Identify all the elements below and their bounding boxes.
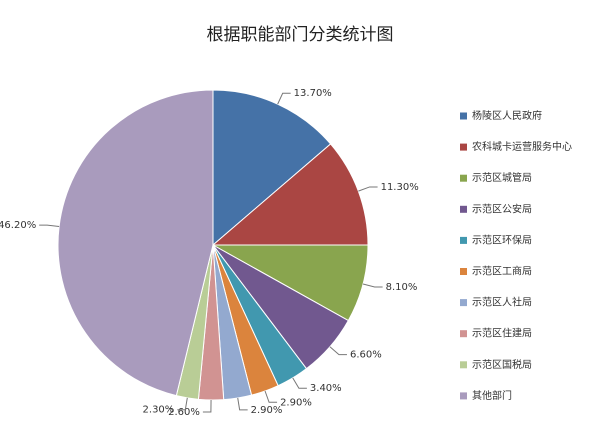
- leader-line: [292, 377, 307, 389]
- data-label: 8.10%: [386, 282, 418, 293]
- legend-label: 农科城卡运营服务中心: [472, 140, 572, 153]
- data-label: 3.40%: [310, 383, 342, 394]
- data-label: 2.90%: [251, 405, 283, 416]
- leader-line: [39, 224, 60, 228]
- chart-title: 根据职能部门分类统计图: [207, 25, 394, 45]
- data-label: 2.30%: [143, 405, 175, 416]
- data-label: 6.60%: [350, 350, 382, 361]
- legend-label: 示范区国税局: [472, 358, 532, 371]
- legend-swatch: [460, 299, 467, 307]
- data-label: 46.20%: [0, 220, 36, 231]
- legend-label: 示范区城管局: [472, 171, 532, 184]
- data-label: 13.70%: [294, 88, 332, 99]
- legend-label: 示范区工商局: [472, 265, 532, 278]
- data-label: 2.60%: [168, 407, 200, 418]
- leader-line: [358, 186, 378, 192]
- legend-label: 示范区公安局: [472, 202, 532, 215]
- leader-line: [264, 390, 278, 403]
- legend-swatch: [460, 392, 467, 400]
- pie-slice: [211, 143, 369, 246]
- data-label: 11.30%: [381, 182, 419, 193]
- legend-swatch: [460, 174, 467, 182]
- legend-label: 其他部门: [472, 389, 512, 402]
- legend-label: 示范区住建局: [472, 327, 532, 340]
- legend-swatch: [460, 268, 467, 275]
- legend-swatch: [460, 236, 467, 244]
- data-label: 2.90%: [280, 397, 312, 408]
- legend-swatch: [460, 361, 467, 369]
- pie-slice: [212, 89, 332, 247]
- legend-swatch: [460, 205, 467, 213]
- leader-line: [202, 399, 212, 413]
- leader-line: [329, 346, 347, 356]
- legend-label: 示范区人社局: [472, 296, 532, 309]
- leader-line: [237, 397, 248, 411]
- legend-swatch: [460, 112, 467, 120]
- leader-line: [362, 283, 383, 288]
- leader-line: [277, 92, 291, 105]
- legend-label: 杨陵区人民政府: [472, 109, 542, 122]
- legend-label: 示范区环保局: [472, 233, 532, 246]
- pie-slice: [57, 89, 214, 397]
- legend-swatch: [460, 330, 467, 338]
- leader-line: [177, 397, 188, 411]
- legend-swatch: [460, 143, 467, 151]
